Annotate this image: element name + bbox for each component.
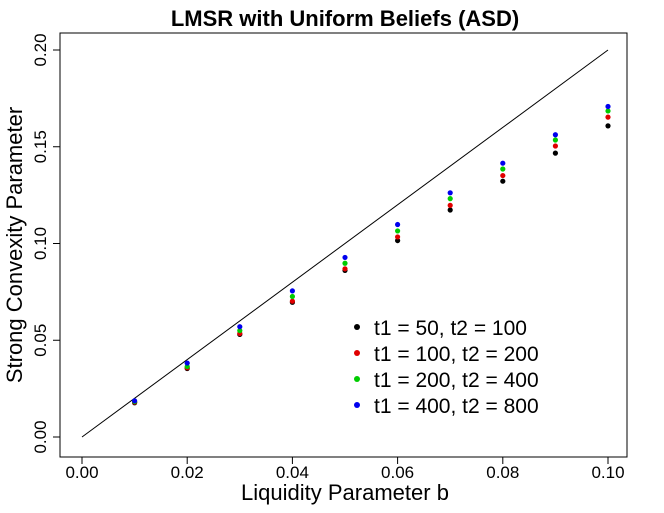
legend-label: t1 = 50, t2 = 100 xyxy=(374,317,527,340)
y-tick-label: 0.15 xyxy=(31,130,50,163)
data-point xyxy=(342,266,348,272)
legend-marker xyxy=(354,324,360,330)
x-tick-label: 0.08 xyxy=(486,463,519,482)
legend-label: t1 = 400, t2 = 800 xyxy=(374,395,539,418)
chart-title: LMSR with Uniform Beliefs (ASD) xyxy=(171,6,519,31)
data-point xyxy=(289,298,295,304)
data-point xyxy=(605,108,611,114)
data-points xyxy=(132,103,611,406)
y-tick-label: 0.10 xyxy=(31,227,50,260)
data-point xyxy=(289,293,295,300)
data-point xyxy=(447,196,453,202)
data-point xyxy=(552,143,559,149)
y-axis: 0.00 0.05 0.10 0.15 0.20 xyxy=(31,33,61,454)
data-point xyxy=(500,178,506,184)
data-point xyxy=(395,221,401,228)
data-point xyxy=(552,132,559,138)
data-point xyxy=(342,254,348,261)
data-point xyxy=(289,288,295,294)
data-point xyxy=(552,137,559,143)
data-point xyxy=(605,123,611,129)
data-point xyxy=(184,360,190,366)
data-point xyxy=(500,166,506,172)
x-axis: 0.00 0.02 0.04 0.06 0.08 0.10 xyxy=(65,456,625,482)
data-point xyxy=(132,398,138,404)
legend-marker xyxy=(354,350,360,356)
data-point xyxy=(552,150,559,156)
data-point xyxy=(605,114,611,120)
data-point xyxy=(500,172,506,179)
data-point xyxy=(237,324,243,330)
data-point xyxy=(447,190,453,196)
x-tick-label: 0.06 xyxy=(381,463,414,482)
x-tick-label: 0.04 xyxy=(276,463,309,482)
data-point xyxy=(447,207,453,213)
x-axis-label: Liquidity Parameter b xyxy=(241,480,449,505)
legend-marker xyxy=(354,376,360,382)
y-axis-label: Strong Convexity Parameter xyxy=(2,107,27,383)
data-point xyxy=(237,327,243,334)
data-point xyxy=(447,202,453,208)
x-tick-label: 0.02 xyxy=(171,463,204,482)
legend-label: t1 = 100, t2 = 200 xyxy=(374,343,539,366)
data-point xyxy=(395,234,401,240)
reference-line xyxy=(81,49,609,438)
data-point xyxy=(605,103,611,110)
data-point xyxy=(395,237,401,244)
y-tick-label: 0.00 xyxy=(31,420,50,453)
y-tick-label: 0.20 xyxy=(31,33,50,66)
legend-marker xyxy=(354,402,360,408)
legend: t1 = 50, t2 = 100 t1 = 100, t2 = 200 t1 = … xyxy=(354,317,539,418)
x-tick-label: 0.00 xyxy=(65,463,98,482)
data-point xyxy=(342,260,348,266)
x-tick-label: 0.10 xyxy=(591,463,624,482)
data-point xyxy=(500,160,506,166)
y-tick-label: 0.05 xyxy=(31,324,50,357)
data-point xyxy=(395,228,401,234)
legend-label: t1 = 200, t2 = 400 xyxy=(374,369,539,392)
